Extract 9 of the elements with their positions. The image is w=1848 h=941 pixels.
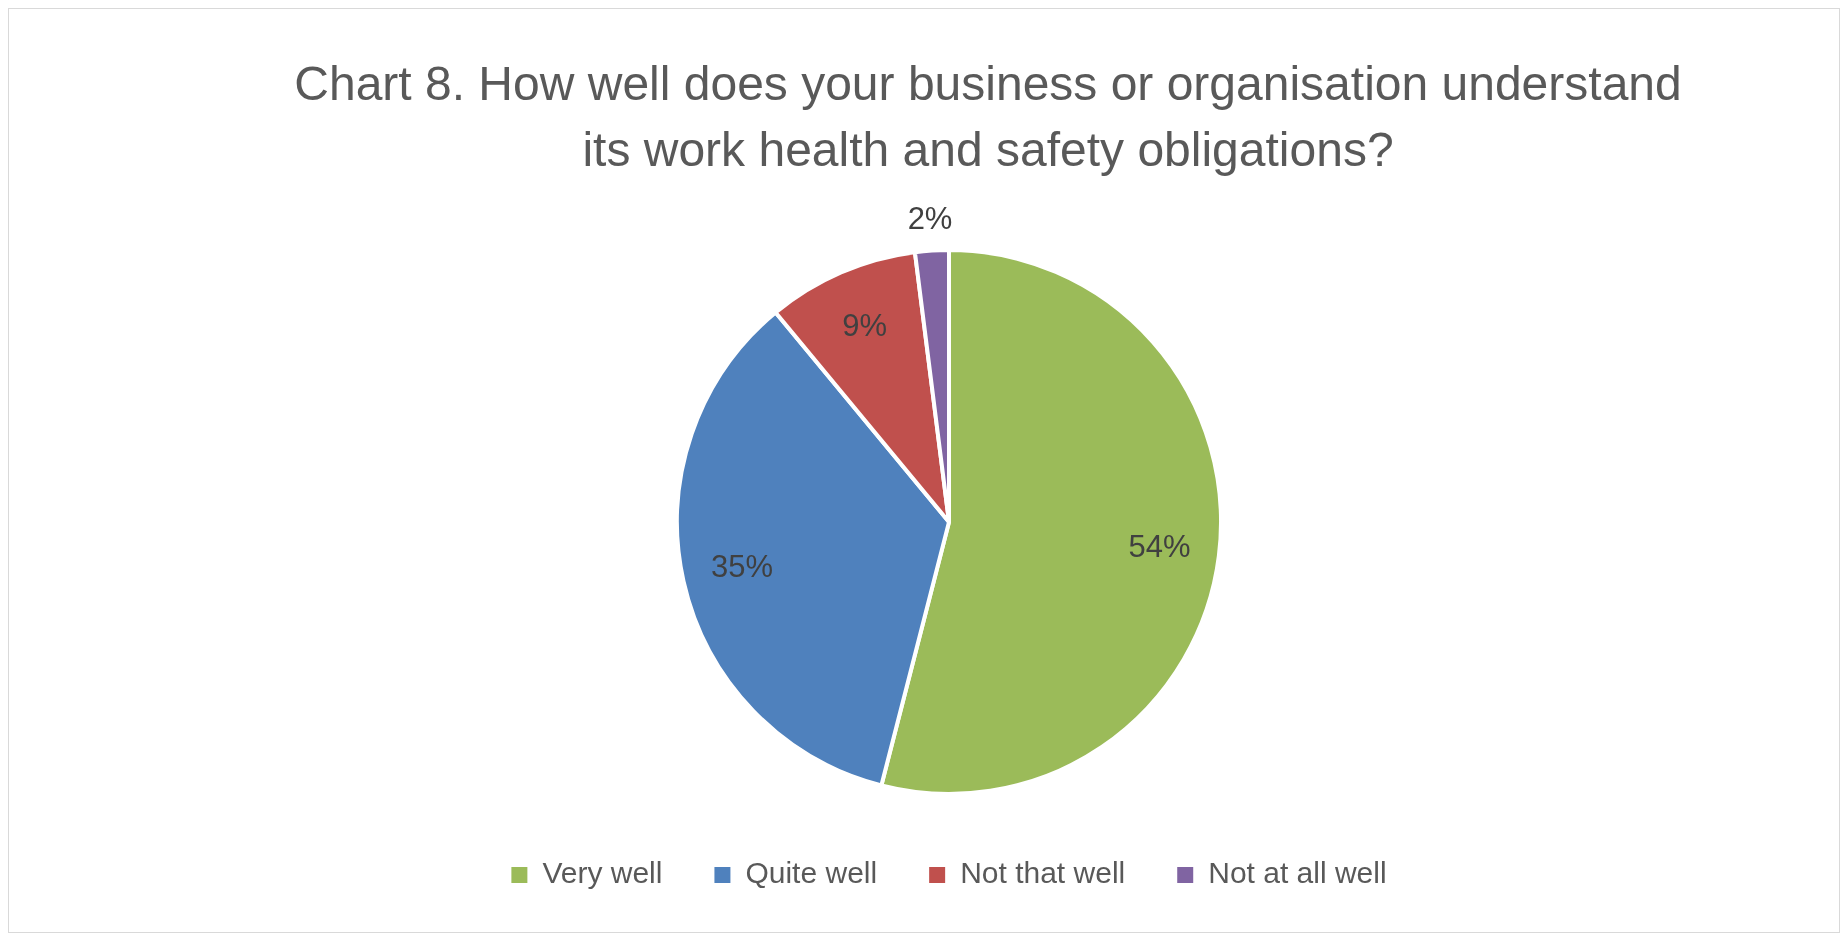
legend-label: Quite well [745, 856, 878, 890]
legend-label: Very well [542, 856, 663, 890]
data-label: 35% [710, 548, 773, 584]
legend-label: Not that well [960, 856, 1126, 890]
data-label: 9% [842, 307, 888, 343]
data-label: 2% [907, 201, 953, 237]
legend-label: Not at all well [1208, 856, 1387, 890]
chart-title: Chart 8. How well does your business or organisation understand its work health and safety obligations? [293, 56, 1683, 178]
data-label: 54% [1128, 529, 1191, 565]
